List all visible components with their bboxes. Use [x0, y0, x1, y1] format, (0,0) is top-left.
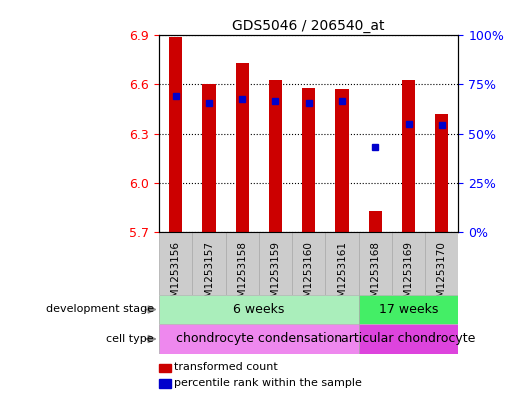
- Text: GSM1253170: GSM1253170: [437, 241, 447, 311]
- Bar: [202, 84, 216, 232]
- FancyBboxPatch shape: [425, 232, 458, 295]
- Text: GSM1253160: GSM1253160: [304, 241, 314, 311]
- Bar: [169, 37, 182, 232]
- Text: GSM1253157: GSM1253157: [204, 241, 214, 311]
- Bar: [402, 80, 415, 232]
- Bar: [302, 88, 315, 232]
- Bar: [435, 114, 448, 232]
- FancyBboxPatch shape: [159, 295, 359, 324]
- Text: GSM1253159: GSM1253159: [270, 241, 280, 311]
- Text: articular chondrocyte: articular chondrocyte: [341, 332, 476, 345]
- Bar: [235, 63, 249, 232]
- FancyBboxPatch shape: [325, 232, 359, 295]
- FancyBboxPatch shape: [159, 232, 192, 295]
- FancyBboxPatch shape: [359, 232, 392, 295]
- Text: GSM1253169: GSM1253169: [403, 241, 413, 311]
- Bar: [335, 90, 349, 232]
- Bar: [369, 211, 382, 232]
- Bar: [269, 80, 282, 232]
- Title: GDS5046 / 206540_at: GDS5046 / 206540_at: [233, 19, 385, 33]
- FancyBboxPatch shape: [392, 232, 425, 295]
- Text: GSM1253161: GSM1253161: [337, 241, 347, 311]
- Text: GSM1253158: GSM1253158: [237, 241, 247, 311]
- FancyBboxPatch shape: [359, 324, 458, 354]
- Text: 17 weeks: 17 weeks: [379, 303, 438, 316]
- FancyBboxPatch shape: [226, 232, 259, 295]
- Text: percentile rank within the sample: percentile rank within the sample: [174, 378, 361, 388]
- FancyBboxPatch shape: [292, 232, 325, 295]
- FancyBboxPatch shape: [359, 295, 458, 324]
- Text: cell type: cell type: [106, 334, 154, 344]
- FancyBboxPatch shape: [159, 324, 359, 354]
- Text: chondrocyte condensation: chondrocyte condensation: [176, 332, 342, 345]
- FancyBboxPatch shape: [259, 232, 292, 295]
- Text: 6 weeks: 6 weeks: [233, 303, 285, 316]
- Text: development stage: development stage: [46, 305, 154, 314]
- Text: GSM1253156: GSM1253156: [171, 241, 181, 311]
- Text: transformed count: transformed count: [174, 362, 278, 373]
- Text: GSM1253168: GSM1253168: [370, 241, 380, 311]
- FancyBboxPatch shape: [192, 232, 226, 295]
